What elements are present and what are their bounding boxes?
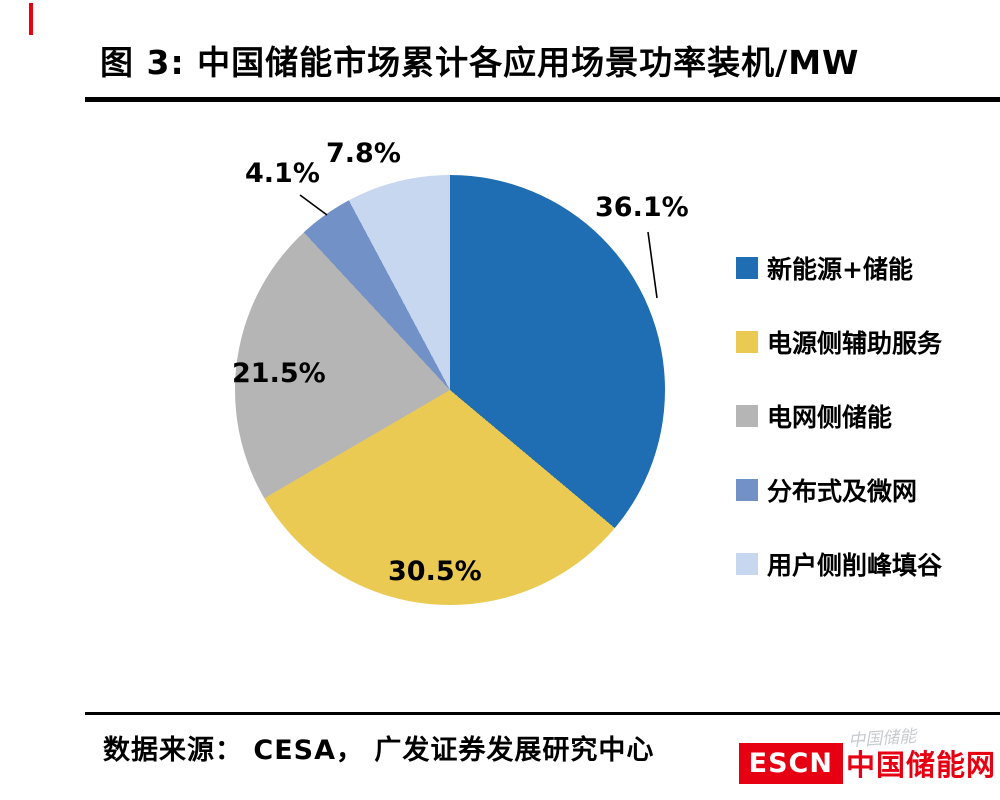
legend-swatch-icon	[736, 331, 758, 353]
legend-item: 电源侧辅助服务	[736, 324, 942, 360]
legend-swatch-icon	[736, 479, 758, 501]
legend-swatch-icon	[736, 553, 758, 575]
slice-label-21: 21.5%	[232, 358, 326, 389]
legend-item: 分布式及微网	[736, 472, 942, 508]
slice-label-4: 4.1%	[245, 158, 320, 189]
site-logo: ESCN 中国储能网	[738, 742, 996, 784]
escn-logo-name: 中国储能网	[845, 748, 996, 782]
footer-divider	[85, 712, 1000, 715]
chart-legend: 新能源+储能 电源侧辅助服务 电网侧储能 分布式及微网 用户侧削峰填谷	[736, 250, 942, 620]
slice-label-36: 36.1%	[595, 192, 689, 223]
leader-line-4	[299, 194, 328, 216]
legend-item: 电网侧储能	[736, 398, 942, 434]
legend-item: 新能源+储能	[736, 250, 942, 286]
data-source-text: 数据来源： CESA， 广发证券发展研究中心	[103, 735, 655, 766]
slice-label-30: 30.5%	[388, 556, 482, 587]
legend-label: 用户侧削峰填谷	[767, 551, 943, 580]
leader-line-36	[647, 231, 658, 299]
legend-label: 电源侧辅助服务	[767, 329, 943, 358]
title-divider	[85, 97, 1000, 102]
legend-swatch-icon	[736, 405, 758, 427]
legend-label: 新能源+储能	[767, 255, 913, 284]
pie-chart	[235, 175, 665, 605]
page-edge-red-mark	[29, 3, 33, 35]
legend-label: 分布式及微网	[767, 477, 918, 506]
legend-swatch-icon	[736, 257, 758, 279]
slice-label-7: 7.8%	[326, 138, 401, 169]
legend-label: 电网侧储能	[767, 403, 893, 432]
figure-title: 图 3: 中国储能市场累计各应用场景功率装机/MW	[100, 43, 860, 82]
legend-item: 用户侧削峰填谷	[736, 546, 942, 582]
escn-logo-badge: ESCN	[738, 742, 843, 784]
